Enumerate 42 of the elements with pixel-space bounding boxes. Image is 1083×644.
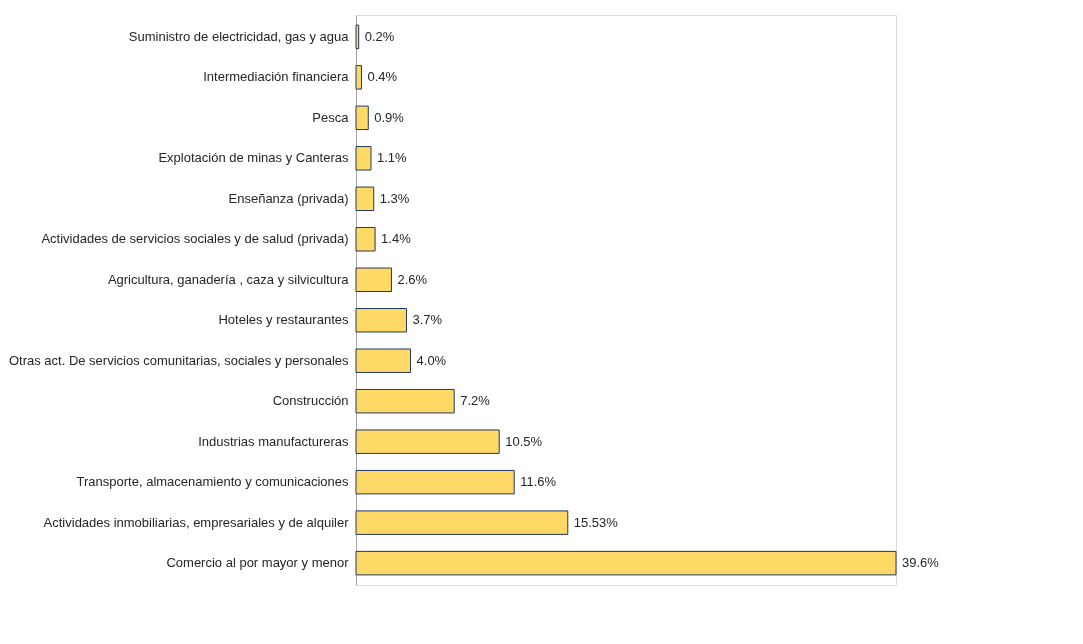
y-tick-label: Otras act. De servicios comunitarias, sociales y personales <box>8 352 349 368</box>
data-label: 0.4% <box>367 69 398 85</box>
y-tick-label: Actividades de servicios sociales y de salud (privada) <box>41 231 349 247</box>
y-tick-label: Actividades inmobiliarias, empresariales y de alquiler <box>43 514 350 530</box>
bar <box>355 550 897 576</box>
data-label: 4.0% <box>416 352 447 368</box>
y-tick-label: Construcción <box>272 393 349 409</box>
data-label: 39.6% <box>902 555 940 571</box>
data-label: 1.1% <box>377 150 408 166</box>
y-tick-label: Hoteles y restaurantes <box>218 312 349 328</box>
bar <box>355 510 569 535</box>
y-tick-label: Pesca <box>312 109 350 125</box>
data-label: 3.7% <box>412 312 443 328</box>
bar <box>355 267 392 292</box>
y-tick-label: Suministro de electricidad, gas y agua <box>128 28 350 44</box>
bar <box>355 227 376 252</box>
data-label: 10.5% <box>505 433 543 449</box>
data-label: 1.3% <box>379 190 410 206</box>
y-tick-label: Intermediación financiera <box>203 69 350 85</box>
bar <box>355 469 515 495</box>
y-tick-label: Comercio al por mayor y menor <box>166 555 350 571</box>
y-tick-label: Industrias manufactureras <box>198 433 349 449</box>
y-tick-label: Transporte, almacenamiento y comunicaciones <box>76 474 349 490</box>
y-tick-label: Explotación de minas y Canteras <box>158 150 349 166</box>
bar <box>355 308 407 333</box>
y-tick-label: Enseñanza (privada) <box>228 190 349 206</box>
data-label: 11.6% <box>520 474 557 490</box>
bar <box>355 348 412 373</box>
data-label: 0.9% <box>374 109 405 125</box>
bar <box>355 388 455 414</box>
data-label: 7.2% <box>460 393 491 409</box>
data-label: 15.53% <box>573 514 619 530</box>
bar <box>355 146 372 171</box>
bar <box>355 429 500 454</box>
y-tick-label: Agricultura, ganadería , caza y silvicultura <box>107 271 350 287</box>
bar <box>355 105 369 131</box>
data-label: 0.2% <box>364 28 395 44</box>
bar <box>355 186 375 212</box>
bar <box>355 24 360 50</box>
data-label: 2.6% <box>397 271 428 287</box>
bar <box>355 65 362 90</box>
data-label: 1.4% <box>381 231 412 247</box>
